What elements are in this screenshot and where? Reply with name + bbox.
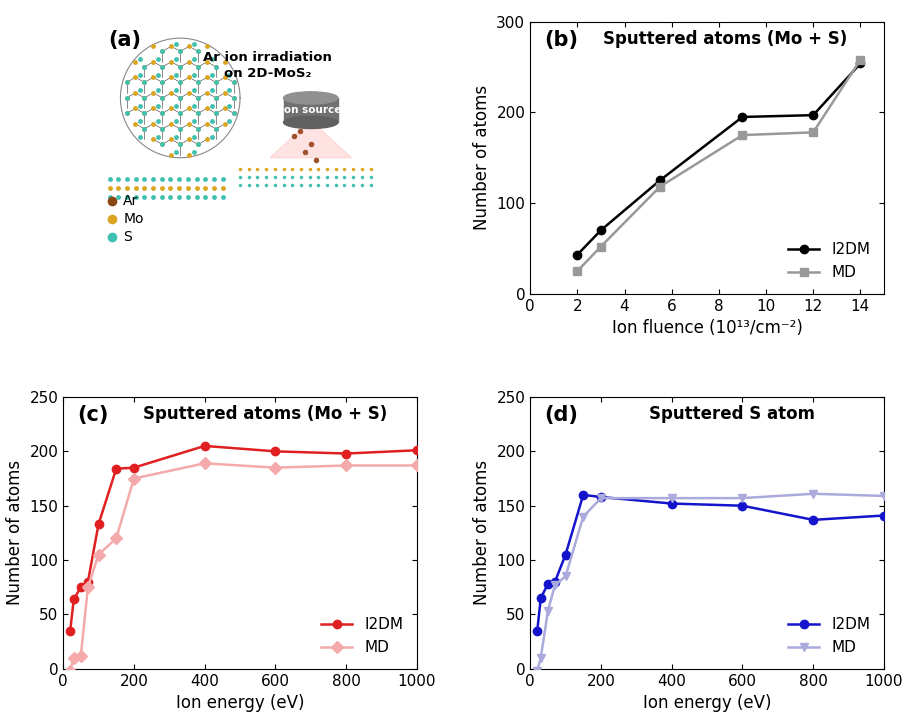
I2DM <box>855 59 866 68</box>
I2DM <box>549 577 560 586</box>
Text: Mo: Mo <box>124 212 143 226</box>
I2DM <box>572 250 583 259</box>
MD <box>270 463 281 472</box>
MD <box>93 550 104 559</box>
MD <box>595 494 606 502</box>
MD <box>549 581 560 590</box>
Text: Ion source: Ion source <box>280 105 342 115</box>
MD <box>578 513 589 521</box>
MD <box>532 667 543 675</box>
MD <box>128 474 139 483</box>
MD <box>655 182 666 191</box>
Line: MD: MD <box>573 56 864 276</box>
MD <box>737 494 748 502</box>
Text: S: S <box>124 230 132 244</box>
I2DM <box>737 502 748 510</box>
Text: Sputtered atoms (Mo + S): Sputtered atoms (Mo + S) <box>143 405 387 423</box>
MD <box>560 572 571 581</box>
MD <box>667 494 677 502</box>
MD <box>808 489 819 498</box>
MD <box>82 583 93 592</box>
Text: (a): (a) <box>108 30 142 50</box>
MD <box>855 55 866 64</box>
I2DM <box>411 446 422 454</box>
MD <box>69 654 79 662</box>
Text: (b): (b) <box>544 30 578 50</box>
I2DM <box>82 577 93 586</box>
Text: Ar: Ar <box>124 194 138 208</box>
Y-axis label: Number of atoms: Number of atoms <box>473 460 491 606</box>
I2DM <box>532 627 543 635</box>
I2DM <box>655 176 666 185</box>
MD <box>536 654 547 662</box>
I2DM <box>270 447 281 456</box>
Bar <box>283 98 338 122</box>
Line: MD: MD <box>66 459 421 675</box>
Text: Ar ion irradiation: Ar ion irradiation <box>203 51 332 64</box>
Y-axis label: Number of atoms: Number of atoms <box>473 85 491 230</box>
MD <box>76 651 87 660</box>
MD <box>572 267 583 276</box>
I2DM <box>542 579 553 588</box>
I2DM <box>578 491 589 499</box>
Legend: I2DM, MD: I2DM, MD <box>782 611 877 661</box>
Text: (d): (d) <box>544 405 578 425</box>
Y-axis label: Number of atoms: Number of atoms <box>5 460 23 606</box>
I2DM <box>595 226 606 235</box>
MD <box>111 534 122 543</box>
MD <box>341 461 352 470</box>
MD <box>65 667 76 675</box>
Text: on 2D-MoS₂: on 2D-MoS₂ <box>224 67 311 80</box>
I2DM <box>199 441 210 450</box>
Line: I2DM: I2DM <box>573 60 864 259</box>
Line: I2DM: I2DM <box>533 491 888 635</box>
MD <box>411 461 422 470</box>
MD <box>879 491 889 500</box>
I2DM <box>69 595 79 603</box>
I2DM <box>93 520 104 529</box>
I2DM <box>595 493 606 502</box>
I2DM <box>65 627 76 635</box>
Ellipse shape <box>283 116 338 129</box>
I2DM <box>879 511 889 520</box>
MD <box>542 607 553 616</box>
I2DM <box>341 449 352 458</box>
MD <box>595 242 606 251</box>
I2DM <box>560 550 571 559</box>
I2DM <box>737 113 748 121</box>
MD <box>199 459 210 467</box>
I2DM <box>536 594 547 603</box>
Text: Sputtered S atom: Sputtered S atom <box>649 405 815 423</box>
Legend: I2DM, MD: I2DM, MD <box>316 611 410 661</box>
Ellipse shape <box>283 92 338 104</box>
MD <box>808 128 819 137</box>
I2DM <box>111 465 122 473</box>
X-axis label: Ion energy (eV): Ion energy (eV) <box>643 694 771 712</box>
X-axis label: Ion fluence (10¹³/cm⁻²): Ion fluence (10¹³/cm⁻²) <box>612 319 803 337</box>
Text: (c): (c) <box>78 405 108 425</box>
Legend: I2DM, MD: I2DM, MD <box>782 236 877 286</box>
I2DM <box>667 499 677 508</box>
Text: Sputtered atoms (Mo + S): Sputtered atoms (Mo + S) <box>603 30 847 48</box>
I2DM <box>128 463 139 472</box>
I2DM <box>76 583 87 592</box>
I2DM <box>808 515 819 524</box>
Polygon shape <box>270 128 352 158</box>
X-axis label: Ion energy (eV): Ion energy (eV) <box>176 694 304 712</box>
Line: MD: MD <box>533 489 888 675</box>
MD <box>737 131 748 140</box>
Line: I2DM: I2DM <box>66 442 421 635</box>
I2DM <box>808 111 819 119</box>
